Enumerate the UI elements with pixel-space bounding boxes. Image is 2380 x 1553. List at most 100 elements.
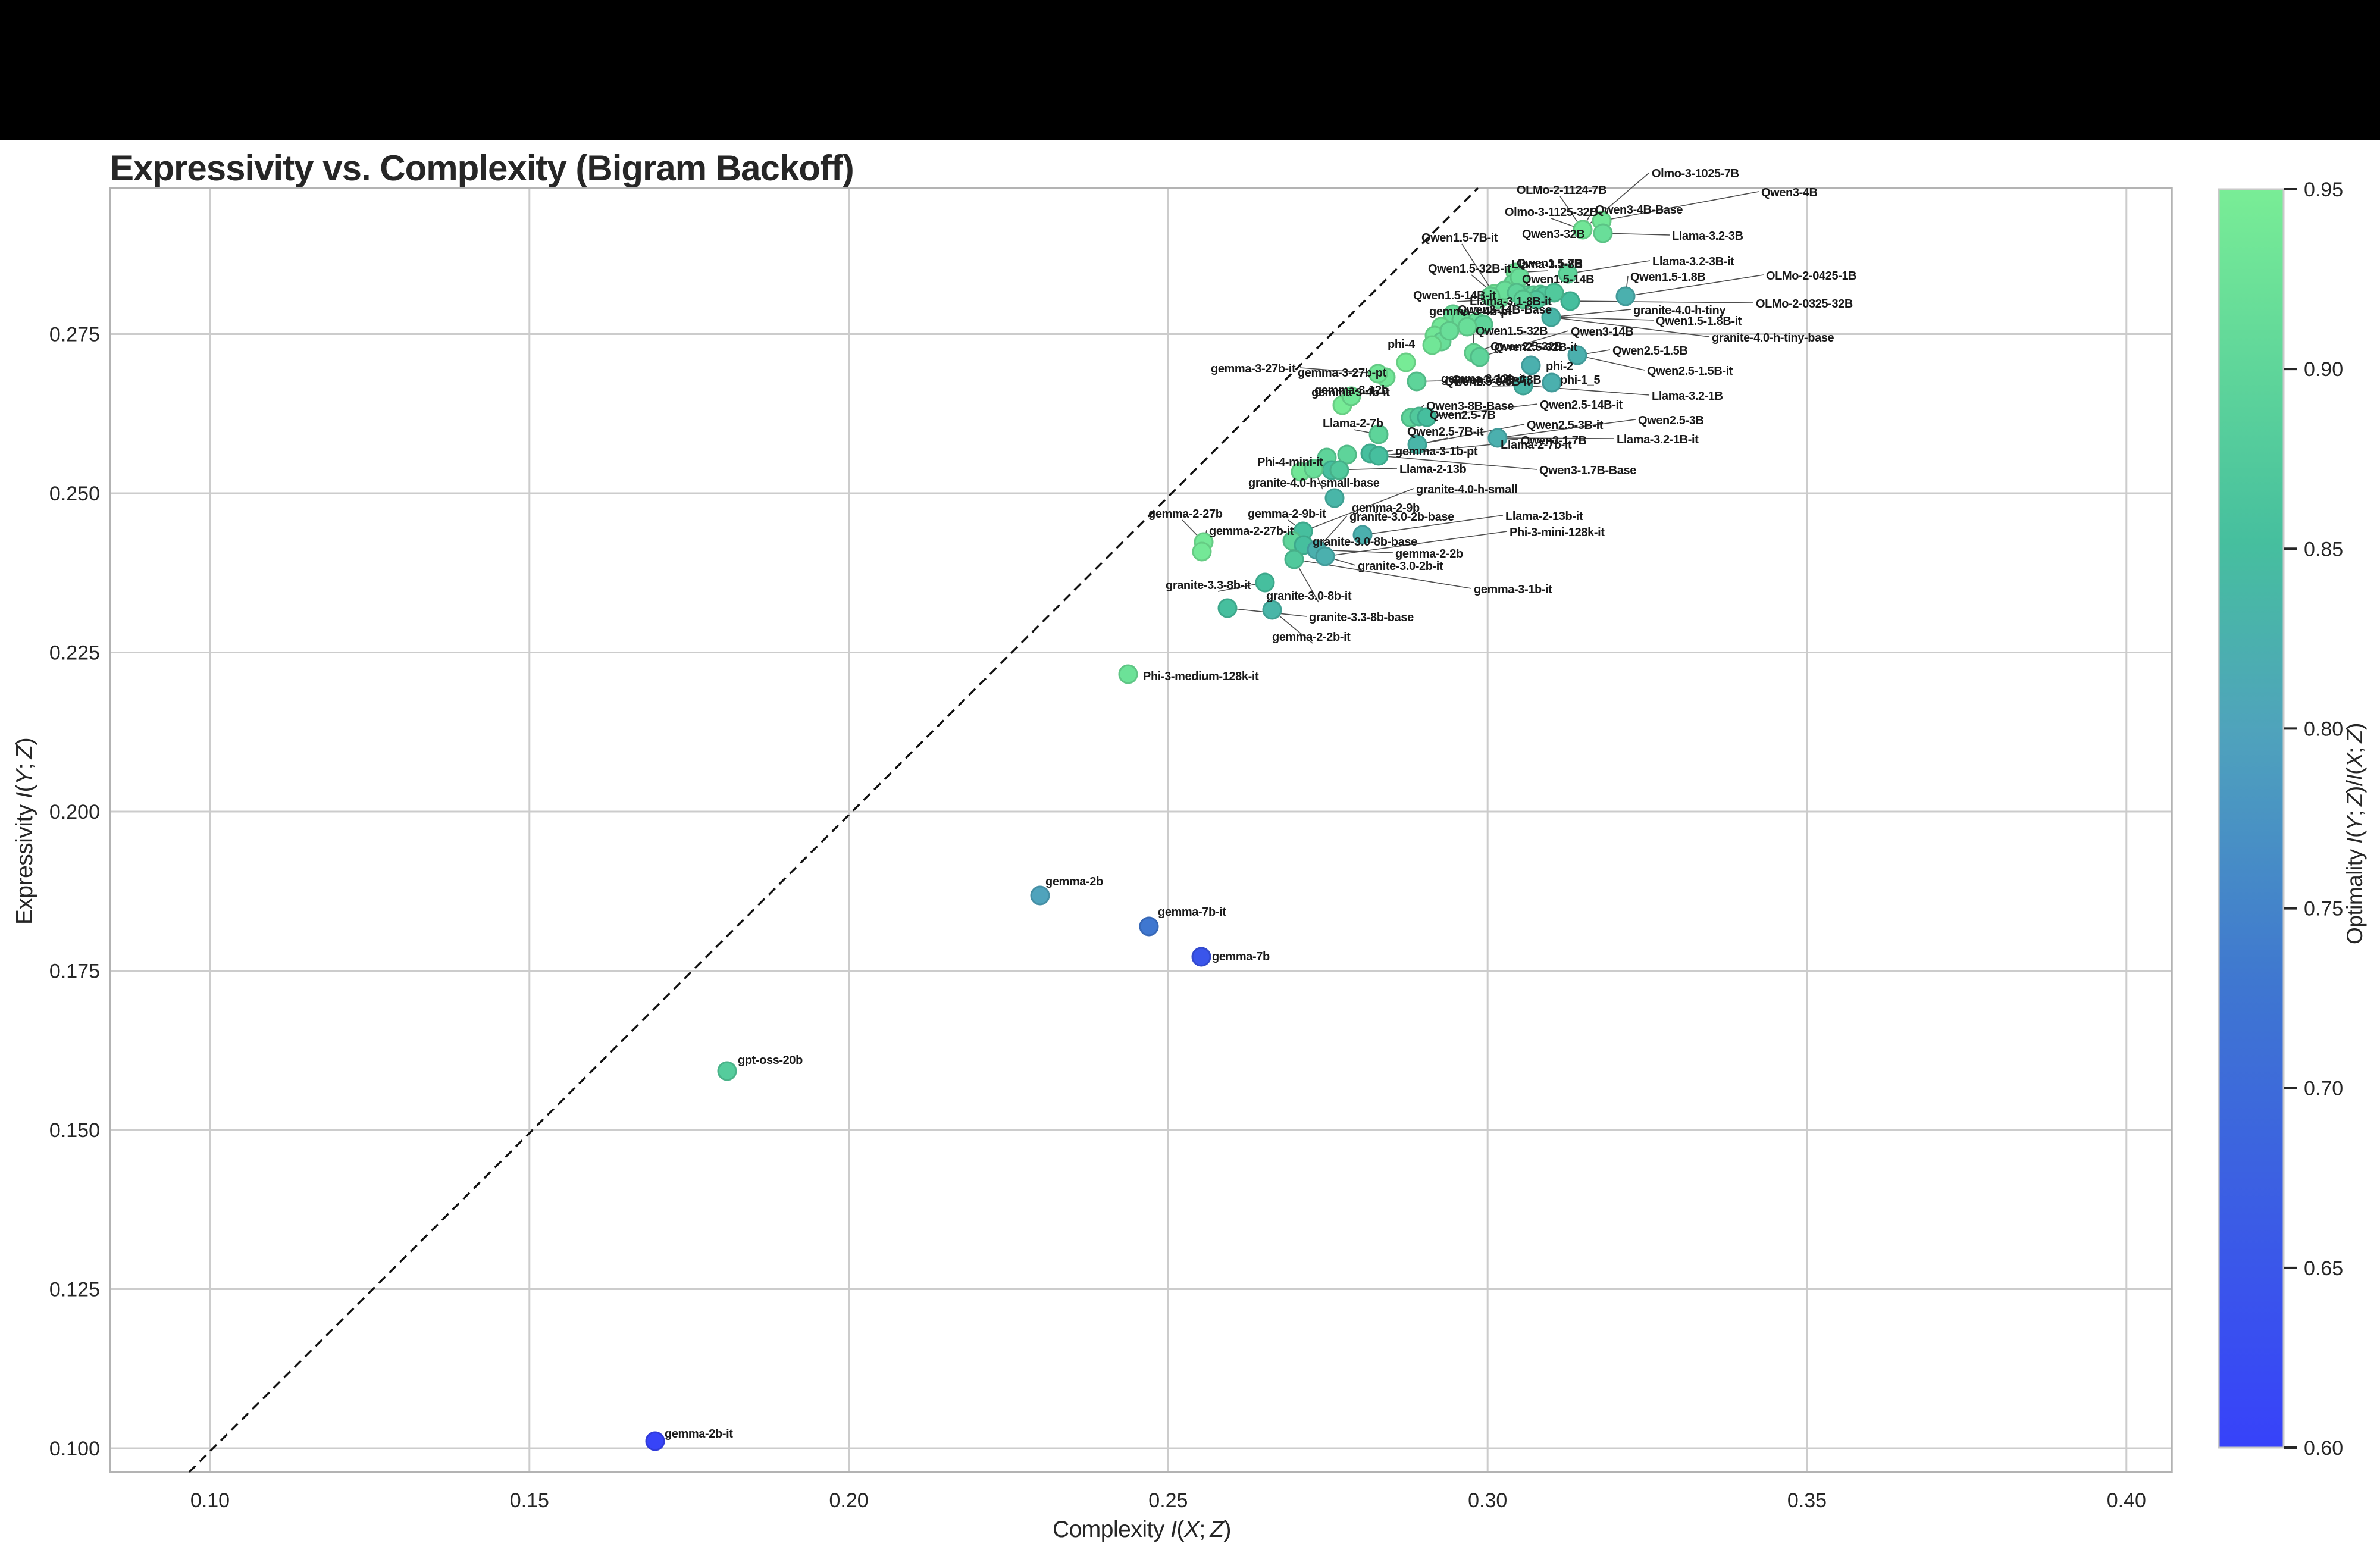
svg-text:Qwen3-14B-Base: Qwen3-14B-Base [1458, 303, 1552, 317]
svg-text:0.150: 0.150 [49, 1119, 100, 1142]
svg-text:Llama-3.1-8B-it: Llama-3.1-8B-it [1470, 295, 1552, 308]
svg-text:Expressivity I(Y; Z): Expressivity I(Y; Z) [12, 738, 37, 925]
svg-text:Qwen2.5-7B-it: Qwen2.5-7B-it [1407, 425, 1484, 439]
svg-text:Qwen2.5-32B: Qwen2.5-32B [1490, 340, 1562, 353]
svg-text:gemma-7b: gemma-7b [1212, 950, 1270, 963]
svg-text:gemma-7b-it: gemma-7b-it [1158, 906, 1226, 919]
svg-text:0.125: 0.125 [49, 1279, 100, 1301]
svg-text:0.275: 0.275 [49, 324, 100, 346]
svg-text:Llama-3.2-3B: Llama-3.2-3B [1672, 230, 1743, 243]
svg-text:Optimality I(Y; Z)/I(X; Z): Optimality I(Y; Z)/I(X; Z) [2343, 723, 2367, 944]
svg-text:Llama-2-13b-it: Llama-2-13b-it [1505, 510, 1583, 523]
svg-text:0.85: 0.85 [2304, 538, 2343, 561]
svg-text:Qwen3-1.7B-Base: Qwen3-1.7B-Base [1539, 464, 1636, 477]
svg-text:gemma-3-1b-it: gemma-3-1b-it [1474, 583, 1552, 596]
svg-text:gpt-oss-20b: gpt-oss-20b [738, 1054, 803, 1067]
svg-text:Qwen3-1.7B: Qwen3-1.7B [1521, 434, 1586, 447]
svg-text:phi-1_5: phi-1_5 [1560, 374, 1600, 387]
svg-text:granite-3.0-2b-it: granite-3.0-2b-it [1358, 560, 1443, 573]
svg-text:gemma-2-2b-it: gemma-2-2b-it [1272, 631, 1351, 644]
svg-text:Qwen1.5-14B-it: Qwen1.5-14B-it [1413, 289, 1496, 302]
svg-text:0.35: 0.35 [1787, 1489, 1827, 1512]
svg-text:Complexity I(X; Z): Complexity I(X; Z) [1053, 1517, 1231, 1542]
svg-text:0.95: 0.95 [2304, 179, 2343, 201]
svg-text:0.60: 0.60 [2304, 1437, 2343, 1460]
svg-text:gemma-2b-it: gemma-2b-it [665, 1427, 733, 1441]
svg-text:granite-4.0-h-tiny-base: granite-4.0-h-tiny-base [1712, 331, 1834, 345]
svg-text:Qwen1.5-14B: Qwen1.5-14B [1522, 273, 1594, 286]
svg-text:Qwen3-32B: Qwen3-32B [1522, 228, 1584, 241]
svg-text:0.70: 0.70 [2304, 1078, 2343, 1100]
svg-text:OLMo-2-1124-7B: OLMo-2-1124-7B [1517, 184, 1606, 197]
svg-text:gemma-2-9b-it: gemma-2-9b-it [1248, 508, 1326, 521]
svg-text:gemma-3-4b-pt: gemma-3-4b-pt [1429, 305, 1512, 318]
svg-text:gemma-3-12b-it: gemma-3-12b-it [1441, 372, 1526, 386]
svg-text:Qwen1.5-1.8B: Qwen1.5-1.8B [1630, 271, 1705, 284]
svg-text:Qwen2.5-14B-it: Qwen2.5-14B-it [1540, 399, 1623, 412]
svg-text:Llama-2-13b: Llama-2-13b [1399, 463, 1466, 476]
svg-text:Expressivity vs. Complexity (B: Expressivity vs. Complexity (Bigram Back… [110, 148, 854, 188]
svg-text:Olmo-3-1125-32B: Olmo-3-1125-32B [1505, 206, 1598, 219]
svg-text:OLMo-2-0325-32B: OLMo-2-0325-32B [1756, 298, 1853, 311]
svg-text:0.200: 0.200 [49, 801, 100, 824]
svg-text:granite-3.0-2b-base: granite-3.0-2b-base [1349, 511, 1454, 524]
svg-text:Llama-3.2-3B-it: Llama-3.2-3B-it [1652, 255, 1734, 268]
svg-text:Qwen3-30B-A3B: Qwen3-30B-A3B [1452, 374, 1541, 387]
svg-text:gemma-2b: gemma-2b [1045, 875, 1103, 888]
svg-text:0.20: 0.20 [829, 1489, 869, 1512]
svg-text:Qwen3-4B: Qwen3-4B [1761, 186, 1818, 199]
svg-text:Llama-3.1-8B: Llama-3.1-8B [1511, 258, 1583, 271]
svg-text:granite-4.0-h-small: granite-4.0-h-small [1416, 483, 1517, 496]
svg-text:Qwen3-14B: Qwen3-14B [1571, 325, 1633, 339]
svg-text:granite-3.3-8b-base: granite-3.3-8b-base [1309, 611, 1414, 624]
svg-text:phi-2: phi-2 [1546, 360, 1573, 373]
svg-text:gemma-3-12b: gemma-3-12b [1314, 384, 1389, 397]
svg-text:granite-3.0-8b-it: granite-3.0-8b-it [1266, 590, 1352, 603]
svg-text:Phi-3-medium-128k-it: Phi-3-medium-128k-it [1143, 670, 1259, 683]
svg-text:gemma-2-27b-it: gemma-2-27b-it [1209, 525, 1294, 538]
svg-text:Qwen3-8B-Base: Qwen3-8B-Base [1426, 400, 1514, 413]
svg-text:Qwen3-4B-Base: Qwen3-4B-Base [1595, 203, 1683, 217]
svg-text:granite-4.0-h-small-base: granite-4.0-h-small-base [1248, 477, 1380, 490]
svg-text:0.250: 0.250 [49, 483, 100, 505]
svg-text:Qwen1.5-32B: Qwen1.5-32B [1476, 325, 1548, 338]
svg-text:0.100: 0.100 [49, 1438, 100, 1460]
svg-text:0.15: 0.15 [510, 1489, 549, 1512]
svg-text:Qwen2.5-3B: Qwen2.5-3B [1638, 414, 1703, 427]
svg-text:gemma-3-27b-it: gemma-3-27b-it [1211, 362, 1296, 375]
svg-text:gemma-3-27b-pt: gemma-3-27b-pt [1298, 367, 1387, 380]
svg-text:Olmo-3-1025-7B: Olmo-3-1025-7B [1652, 167, 1739, 180]
svg-text:Phi-4-mini-it: Phi-4-mini-it [1257, 456, 1323, 469]
svg-text:Qwen1.5-1.8B-it: Qwen1.5-1.8B-it [1656, 315, 1742, 328]
svg-text:Qwen2.5-0.5B-it: Qwen2.5-0.5B-it [1445, 375, 1531, 389]
svg-text:OLMo-2-0425-1B: OLMo-2-0425-1B [1766, 270, 1856, 283]
svg-text:0.80: 0.80 [2304, 718, 2343, 740]
svg-text:Phi-3-mini-128k-it: Phi-3-mini-128k-it [1510, 526, 1605, 539]
svg-text:Qwen2.5-1.5B-it: Qwen2.5-1.5B-it [1647, 365, 1733, 378]
svg-text:0.75: 0.75 [2304, 898, 2343, 920]
svg-text:gemma-3-1b-pt: gemma-3-1b-pt [1395, 445, 1478, 458]
svg-text:0.90: 0.90 [2304, 358, 2343, 381]
svg-text:Qwen2.5-3B-it: Qwen2.5-3B-it [1527, 419, 1604, 432]
svg-text:gemma-2-2b: gemma-2-2b [1395, 547, 1463, 561]
svg-text:Llama-3.2-1B-it: Llama-3.2-1B-it [1617, 433, 1699, 446]
svg-text:Qwen1.5-7B: Qwen1.5-7B [1517, 257, 1582, 270]
svg-text:Llama-3.2-1B: Llama-3.2-1B [1652, 390, 1723, 403]
svg-text:0.10: 0.10 [190, 1489, 230, 1512]
svg-text:0.225: 0.225 [49, 642, 100, 665]
svg-text:Qwen2.5-1.5B: Qwen2.5-1.5B [1612, 345, 1687, 358]
svg-text:granite-3.3-8b-it: granite-3.3-8b-it [1166, 579, 1251, 592]
svg-text:gemma-2-27b: gemma-2-27b [1148, 508, 1223, 521]
svg-text:Llama-2-7b: Llama-2-7b [1323, 417, 1383, 430]
svg-text:Qwen2.5-7B: Qwen2.5-7B [1430, 409, 1495, 422]
svg-text:gemma-3-4b-it: gemma-3-4b-it [1311, 386, 1390, 399]
svg-text:0.65: 0.65 [2304, 1257, 2343, 1280]
svg-text:0.175: 0.175 [49, 960, 100, 983]
svg-text:0.25: 0.25 [1148, 1489, 1188, 1512]
svg-text:0.40: 0.40 [2107, 1489, 2146, 1512]
svg-text:gemma-2-9b: gemma-2-9b [1352, 502, 1420, 515]
svg-text:Llama-2-7b-it: Llama-2-7b-it [1501, 439, 1572, 452]
svg-text:0.30: 0.30 [1468, 1489, 1507, 1512]
svg-text:granite-3.0-8b-base: granite-3.0-8b-base [1313, 536, 1417, 549]
svg-text:phi-4: phi-4 [1388, 338, 1416, 351]
